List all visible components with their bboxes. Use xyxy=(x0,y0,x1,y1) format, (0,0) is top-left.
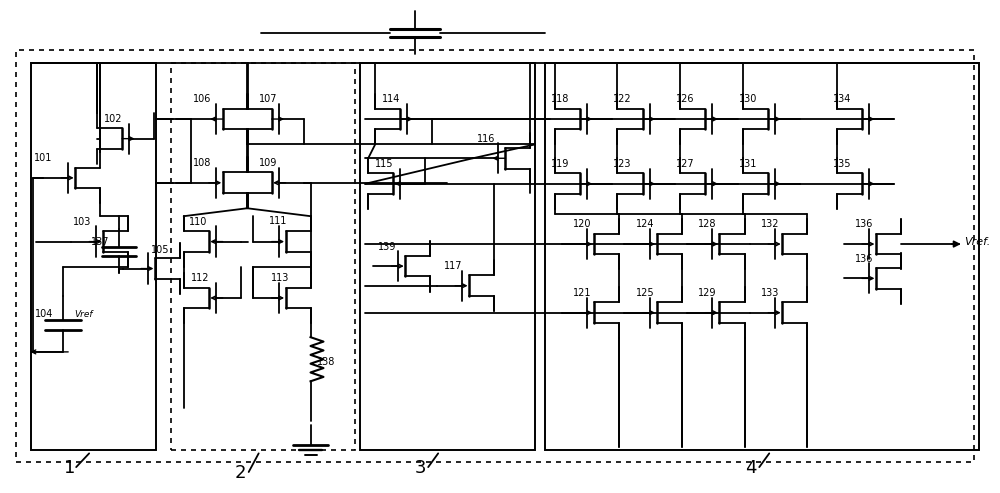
Text: 118: 118 xyxy=(550,94,569,105)
Text: 112: 112 xyxy=(191,273,209,283)
Text: 135: 135 xyxy=(833,159,851,169)
Text: 120: 120 xyxy=(573,219,591,229)
Text: 126: 126 xyxy=(676,94,695,105)
Text: 129: 129 xyxy=(698,288,717,298)
Text: 115: 115 xyxy=(375,159,394,169)
Text: 127: 127 xyxy=(676,159,695,169)
Text: 138: 138 xyxy=(317,356,335,367)
Text: 106: 106 xyxy=(193,94,211,105)
Text: 130: 130 xyxy=(739,94,757,105)
Text: 102: 102 xyxy=(104,114,123,124)
Text: 105: 105 xyxy=(151,245,169,255)
Bar xyxy=(31,63,156,450)
Text: 113: 113 xyxy=(271,273,289,283)
Text: 128: 128 xyxy=(698,219,717,229)
Text: 119: 119 xyxy=(550,159,569,169)
Text: 134: 134 xyxy=(833,94,851,105)
Text: 101: 101 xyxy=(34,153,53,163)
Text: 109: 109 xyxy=(259,158,277,168)
Text: 2: 2 xyxy=(235,464,246,482)
Text: 111: 111 xyxy=(269,216,287,226)
Text: 103: 103 xyxy=(73,217,92,227)
Text: 104: 104 xyxy=(35,309,54,319)
Text: 108: 108 xyxy=(193,158,211,168)
Bar xyxy=(171,63,355,450)
Text: 136: 136 xyxy=(855,219,873,229)
Text: 121: 121 xyxy=(573,288,591,298)
Text: 124: 124 xyxy=(636,219,654,229)
Bar xyxy=(545,63,979,450)
Text: 132: 132 xyxy=(761,219,780,229)
Text: 139: 139 xyxy=(378,243,397,252)
Text: 110: 110 xyxy=(189,217,207,227)
Text: 3: 3 xyxy=(414,459,426,477)
Text: 117: 117 xyxy=(444,261,463,271)
Text: 123: 123 xyxy=(613,159,632,169)
Text: 125: 125 xyxy=(636,288,654,298)
Text: 107: 107 xyxy=(259,94,277,105)
Text: 136: 136 xyxy=(855,254,873,264)
Text: 114: 114 xyxy=(382,94,401,105)
Text: 4: 4 xyxy=(746,459,757,477)
Text: 1: 1 xyxy=(64,459,75,477)
Text: 133: 133 xyxy=(761,288,780,298)
Text: 137: 137 xyxy=(91,237,110,246)
Text: 122: 122 xyxy=(613,94,632,105)
Bar xyxy=(360,63,535,450)
Text: 116: 116 xyxy=(477,134,495,143)
Text: Vref.: Vref. xyxy=(964,237,990,246)
Text: Vref: Vref xyxy=(74,310,93,319)
Bar xyxy=(16,50,974,462)
Text: 131: 131 xyxy=(739,159,757,169)
